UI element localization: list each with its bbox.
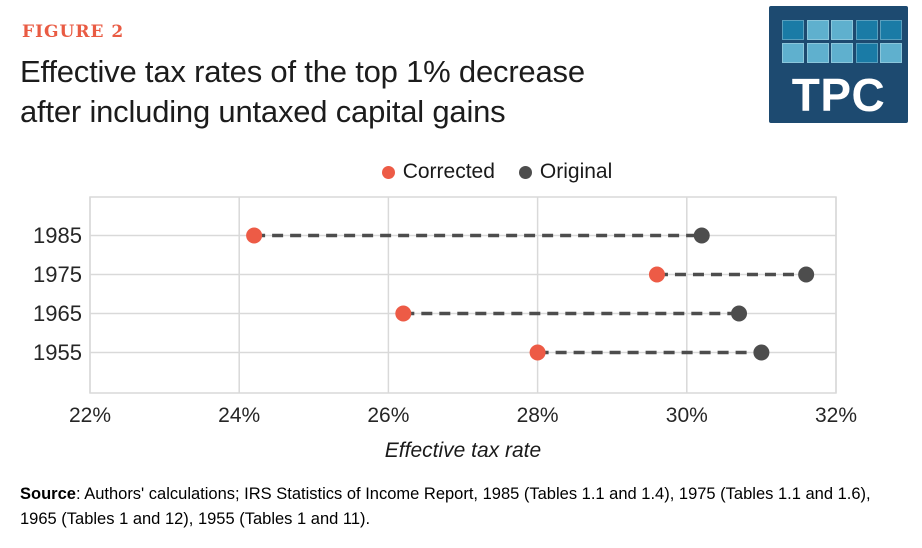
tpc-logo-text: TPC (791, 69, 886, 121)
y-category-label: 1985 (33, 223, 82, 248)
chart-legend: Corrected Original (0, 158, 922, 186)
tpc-logo: TPC (769, 6, 908, 123)
legend-label-original: Original (539, 160, 613, 183)
y-category-label: 1965 (33, 301, 82, 326)
x-tick-label: 24% (218, 404, 260, 427)
source-note-text: : Authors' calculations; IRS Statistics … (20, 485, 871, 528)
dot-original-1985 (693, 227, 710, 244)
chart-title-line1: Effective tax rates of the top 1% decrea… (20, 54, 585, 89)
dot-original-1955 (753, 344, 770, 361)
source-note: Source: Authors' calculations; IRS Stati… (20, 482, 908, 532)
logo-square-icon (831, 20, 853, 40)
dot-corrected-1975 (648, 266, 665, 283)
figure-label: FIGURE 2 (22, 22, 125, 42)
x-tick-label: 30% (666, 404, 708, 427)
logo-square-icon (782, 43, 804, 63)
dot-original-1975 (798, 266, 815, 283)
source-note-bold: Source (20, 485, 76, 503)
dot-original-1965 (731, 305, 748, 322)
x-tick-label: 26% (367, 404, 409, 427)
legend-entry-original: Original (518, 160, 613, 184)
plot-border (89, 196, 837, 394)
x-tick-label: 28% (517, 404, 559, 427)
original-dot-icon (518, 165, 532, 179)
legend-entry-corrected: Corrected (381, 160, 495, 184)
y-category-label: 1955 (33, 340, 82, 365)
logo-square-icon (880, 43, 902, 63)
logo-square-icon (782, 20, 804, 40)
y-category-label: 1975 (33, 262, 82, 287)
x-tick-label: 32% (815, 404, 857, 427)
logo-square-icon (855, 20, 878, 40)
logo-square-icon (880, 20, 902, 40)
dumbbell-chart: 1985 1975 1965 1955 22% 24% 26% 28% 30% 32% Effect… (33, 196, 857, 462)
logo-square-icon (806, 43, 829, 63)
legend-label-corrected: Corrected (402, 160, 495, 183)
dot-corrected-1965 (395, 305, 412, 322)
x-tick-label: 22% (69, 404, 111, 427)
logo-square-icon (806, 20, 829, 40)
chart-title: Effective tax rates of the top 1% decrea… (20, 52, 740, 132)
tpc-logo-grid-icon (782, 20, 902, 63)
dot-corrected-1985 (246, 227, 263, 244)
x-axis-title: Effective tax rate (385, 439, 541, 462)
corrected-dot-icon (381, 165, 395, 179)
logo-square-icon (855, 43, 878, 63)
dot-corrected-1955 (529, 344, 546, 361)
chart-title-line2: after including untaxed capital gains (20, 94, 506, 129)
logo-square-icon (831, 43, 853, 63)
